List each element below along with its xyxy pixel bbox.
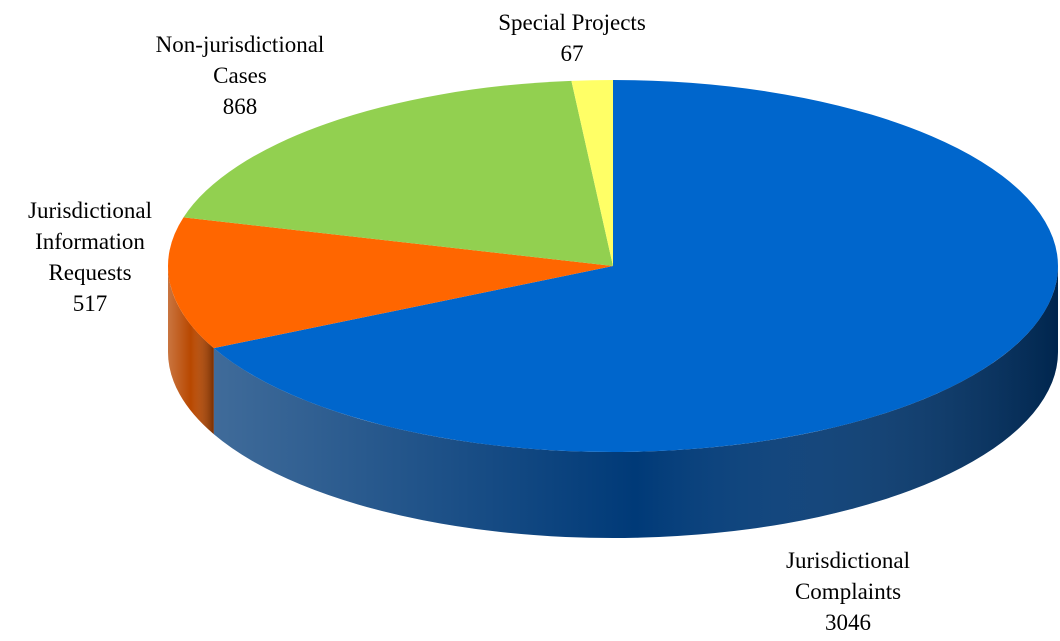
value-label: 868 (223, 94, 258, 119)
category-label: Special Projects (498, 10, 646, 35)
value-label: 517 (73, 291, 108, 316)
pie-side-shade (168, 266, 214, 435)
pie-sides (168, 266, 1058, 538)
category-label: Jurisdictional Information Requests (28, 198, 152, 285)
category-label: Jurisdictional Complaints (786, 548, 910, 604)
pie-slice (167, 217, 613, 349)
category-label: Non-jurisdictional Cases (156, 32, 325, 88)
pie-slice (213, 80, 1058, 452)
data-labels: Jurisdictional Complaints 3046 Jurisdiction… (28, 10, 910, 635)
pie-tops (167, 80, 1058, 452)
pie-slice (571, 80, 613, 266)
value-label: 67 (561, 41, 584, 66)
value-label: 3046 (825, 610, 871, 635)
pie-side-shade (213, 266, 1058, 538)
pie-slice (183, 80, 613, 266)
